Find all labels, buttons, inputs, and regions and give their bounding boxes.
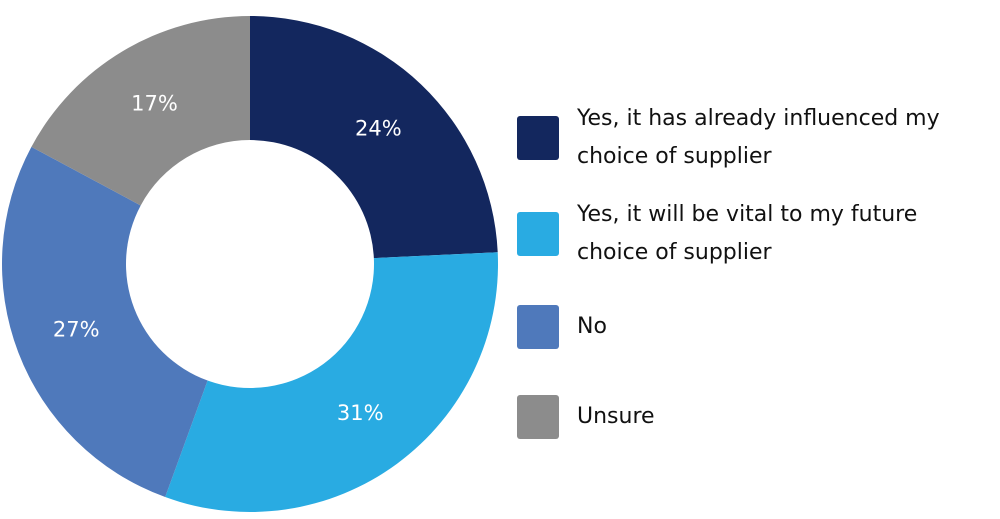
donut-slice (2, 146, 208, 498)
legend-swatch (517, 395, 559, 439)
value-label: 24% (355, 116, 402, 140)
donut-slice (250, 16, 498, 259)
value-label: 31% (337, 401, 384, 425)
legend-item: Yes, it has already influenced my choice… (517, 100, 987, 176)
legend-swatch (517, 116, 559, 160)
donut-slice (165, 252, 498, 512)
legend-label: Yes, it will be vital to my future choic… (577, 202, 918, 265)
legend-swatch (517, 305, 559, 349)
value-label: 17% (131, 91, 178, 115)
legend: Yes, it has already influenced my choice… (517, 100, 987, 472)
legend-label: Unsure (577, 404, 655, 429)
donut-slice (31, 16, 250, 206)
chart: 24% 31% 27% 17% (2, 16, 498, 512)
legend-item: Yes, it will be vital to my future choic… (517, 196, 987, 272)
legend-item: Unsure (517, 382, 987, 452)
value-label: 27% (53, 317, 100, 341)
legend-label: No (577, 314, 607, 339)
legend-swatch (517, 212, 559, 256)
legend-label: Yes, it has already influenced my choice… (577, 106, 940, 169)
legend-item: No (517, 292, 987, 362)
